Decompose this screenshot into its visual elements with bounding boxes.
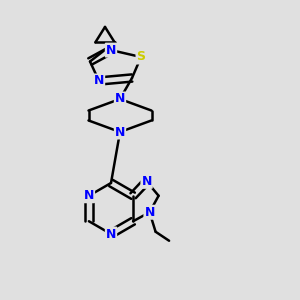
Text: S: S bbox=[136, 50, 146, 64]
Text: N: N bbox=[115, 92, 125, 106]
Text: N: N bbox=[141, 175, 152, 188]
Text: N: N bbox=[106, 227, 116, 241]
Text: N: N bbox=[84, 189, 94, 202]
Text: N: N bbox=[115, 125, 125, 139]
Text: N: N bbox=[106, 44, 116, 57]
Text: N: N bbox=[94, 74, 104, 88]
Text: N: N bbox=[144, 206, 155, 219]
